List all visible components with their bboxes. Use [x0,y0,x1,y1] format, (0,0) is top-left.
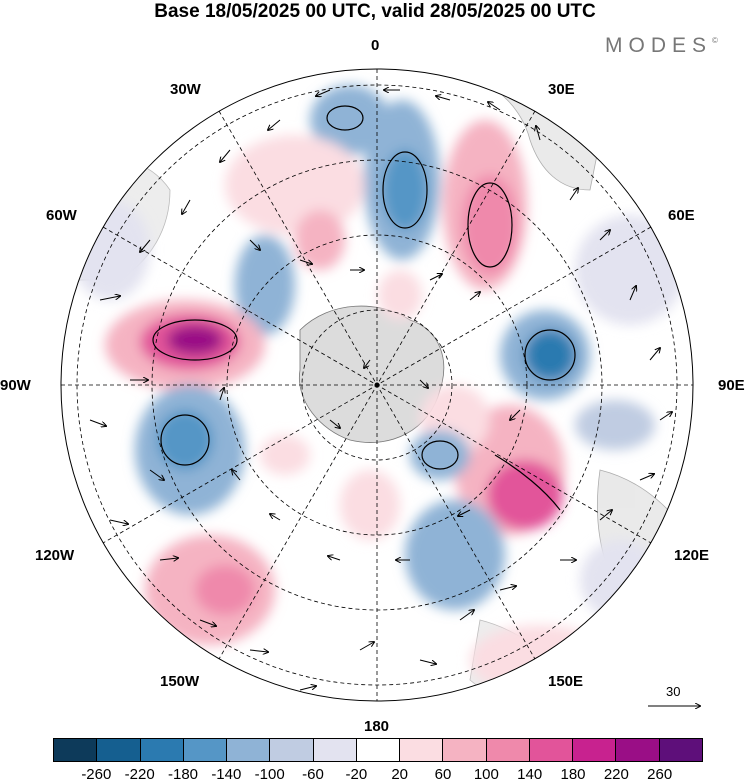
colorbar-swatch [356,739,401,761]
colorbar-swatch [529,739,574,761]
colorbar-tick-label: 60 [434,766,452,783]
lon-label-150e: 150E [548,673,584,690]
colorbar-swatch [183,739,228,761]
colorbar-tick-label: 20 [391,766,408,783]
lon-label-150w: 150W [160,673,200,690]
brand-logo: MODES© [605,34,718,58]
colorbar-ticks: -260 -220 -180 -140 -100 -60 -20 20 60 100 140 180 2… [0,766,750,784]
lon-label-30w: 30W [170,81,201,98]
lon-label-120w: 120W [35,547,75,564]
brand-name: MODES [605,34,713,57]
lon-label-30e: 30E [548,81,575,98]
polar-map [60,68,750,735]
colorbar [53,738,703,762]
lon-label-90e: 90E [718,377,745,394]
colorbar-tick-label: 220 [603,766,629,783]
colorbar-tick-label: 180 [560,766,586,783]
lon-label-90w: 90W [0,377,31,394]
map-boundary [60,68,694,702]
colorbar-swatch [659,739,702,761]
colorbar-swatch [573,739,617,761]
colorbar-swatch [140,739,184,761]
colorbar-tick-label: -100 [254,766,285,783]
colorbar-swatch [97,739,141,761]
contour-lines [152,105,576,511]
colorbar-swatch [400,739,444,761]
reference-vector-label: 30 [666,684,681,699]
lon-label-0: 0 [371,37,380,54]
colorbar-swatch [616,739,660,761]
page-title: Base 18/05/2025 00 UTC, valid 28/05/2025… [154,1,596,22]
brand-mark: © [712,36,718,45]
lon-label-60e: 60E [668,207,695,224]
lon-label-60w: 60W [46,207,77,224]
colorbar-tick-label: 140 [517,766,543,783]
south-pole-marker [374,382,380,388]
colorbar-swatch [486,739,530,761]
colorbar-tick-label: 260 [647,766,673,783]
colorbar-tick-label: -260 [81,766,112,783]
lon-label-180: 180 [364,718,390,735]
colorbar-tick-label: 100 [473,766,499,783]
colorbar-swatch [313,739,357,761]
colorbar-tick-label: -140 [211,766,242,783]
colorbar-tick-label: -180 [167,766,199,783]
colorbar-swatch [270,739,314,761]
colorbar-swatch [443,739,487,761]
colorbar-swatch [54,739,98,761]
colorbar-tick-label: -60 [302,766,324,783]
colorbar-tick-label: -220 [124,766,155,783]
lon-label-120e: 120E [674,547,710,564]
colorbar-swatch [227,739,271,761]
colorbar-tick-label: -20 [345,766,368,783]
